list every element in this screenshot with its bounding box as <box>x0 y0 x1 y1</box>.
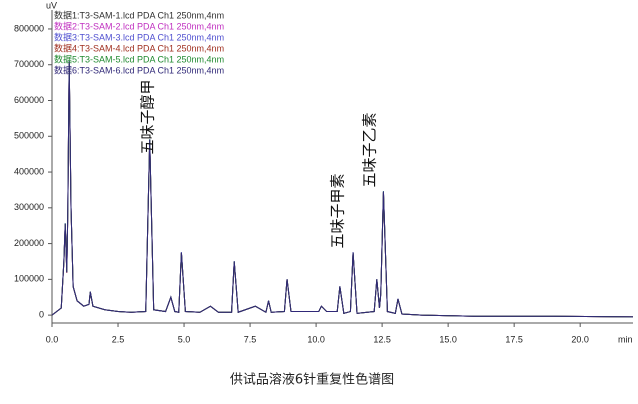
x-tick-label: 7.5 <box>244 334 257 344</box>
y-tick-label: 800000 <box>14 23 44 33</box>
y-tick-label: 200000 <box>14 238 44 248</box>
y-tick-label: 100000 <box>14 274 44 284</box>
x-tick-label: 2.5 <box>112 334 125 344</box>
x-tick-label: 12.5 <box>373 334 391 344</box>
legend-entry: 数据2:T3-SAM-2.lcd PDA Ch1 250nm,4nm <box>54 20 224 31</box>
y-tick-label: 600000 <box>14 95 44 105</box>
x-tick-label: 0.0 <box>46 334 59 344</box>
y-tick-label: 300000 <box>14 202 44 212</box>
x-tick-label: 10.0 <box>307 334 325 344</box>
x-tick-label: 15.0 <box>439 334 457 344</box>
x-tick-label: 17.5 <box>505 334 523 344</box>
legend-entry: 数据5:T3-SAM-5.lcd PDA Ch1 250nm,4nm <box>54 53 224 64</box>
y-axis-label: uV <box>46 0 57 10</box>
x-tick-label: 5.0 <box>178 334 191 344</box>
x-tick-label: 20.0 <box>571 334 589 344</box>
peak-annotation: 五味子乙素 <box>361 112 379 187</box>
y-tick-label: 700000 <box>14 59 44 69</box>
x-axis-label: min <box>618 334 633 344</box>
caption: 供试品溶液6针重复性色谱图 <box>230 372 394 388</box>
legend-entry: 数据6:T3-SAM-6.lcd PDA Ch1 250nm,4nm <box>54 64 224 75</box>
peak-annotation: 五味子甲素 <box>329 173 347 248</box>
legend-entry: 数据3:T3-SAM-3.lcd PDA Ch1 250nm,4nm <box>54 31 224 42</box>
y-tick-label: 500000 <box>14 131 44 141</box>
peak-annotation: 五味子醇甲 <box>139 79 157 154</box>
y-tick-label: 400000 <box>14 166 44 176</box>
series-line <box>51 61 634 318</box>
y-tick-label: 0 <box>39 310 44 320</box>
legend-entry: 数据4:T3-SAM-4.lcd PDA Ch1 250nm,4nm <box>54 42 224 53</box>
legend-entry: 数据1:T3-SAM-1.lcd PDA Ch1 250nm,4nm <box>54 9 224 20</box>
